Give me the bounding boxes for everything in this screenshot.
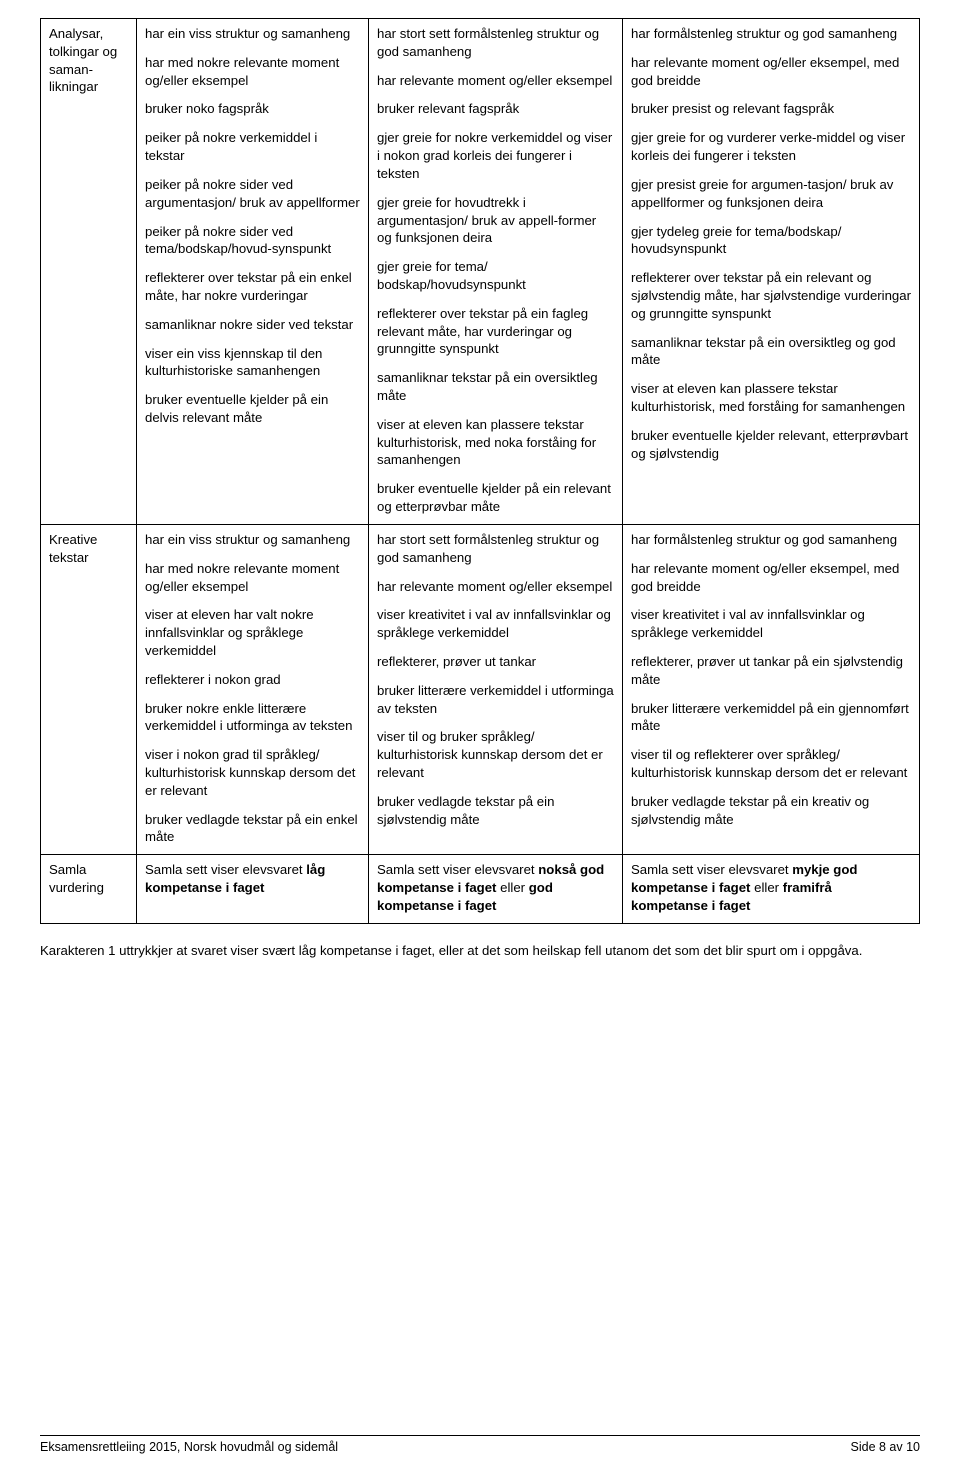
criterion-text: har med nokre relevante moment og/eller … [145,54,360,90]
criterion-text: har stort sett formålstenleg struktur og… [377,531,614,567]
plain-text: eller [496,880,528,895]
footer-left: Eksamensrettleiing 2015, Norsk hovudmål … [40,1440,338,1454]
plain-text: Samla sett viser elevsvaret [145,862,306,877]
criterion-text: har relevante moment og/eller eksempel [377,72,614,90]
rubric-cell: har stort sett formålstenleg struktur og… [369,19,623,525]
rubric-cell: har ein viss struktur og samanheng har me… [137,19,369,525]
criterion-text: viser til og reflekterer over språkleg/ … [631,746,911,782]
criterion-text: samanliknar tekstar på ein oversiktleg o… [631,334,911,370]
criterion-text: har relevante moment og/eller eksempel [377,578,614,596]
criterion-text: Samla sett viser elevsvaret nokså god ko… [377,861,614,914]
criterion-text: reflekterer over tekstar på ein enkel må… [145,269,360,305]
criterion-text: Samla sett viser elevsvaret låg kompetan… [145,861,360,897]
criterion-text: har med nokre relevante moment og/eller … [145,560,360,596]
footer-right: Side 8 av 10 [851,1440,921,1454]
criterion-text: bruker presist og relevant fagspråk [631,100,911,118]
criterion-text: gjer greie for og vurderer verke-middel … [631,129,911,165]
criterion-text: bruker litterære verkemiddel på ein gjen… [631,700,911,736]
criterion-text: peiker på nokre sider ved argumentasjon/… [145,176,360,212]
criterion-text: reflekterer i nokon grad [145,671,360,689]
criterion-text: peiker på nokre sider ved tema/bodskap/h… [145,223,360,259]
criterion-text: bruker litterære verkemiddel i utforming… [377,682,614,718]
criterion-text: reflekterer over tekstar på ein relevant… [631,269,911,322]
criterion-text: har ein viss struktur og samanheng [145,25,360,43]
criterion-text: bruker noko fagspråk [145,100,360,118]
criterion-text: har stort sett formålstenleg struktur og… [377,25,614,61]
criterion-text: peiker på nokre verkemiddel i tekstar [145,129,360,165]
criterion-text: gjer presist greie for argumen-tasjon/ b… [631,176,911,212]
page-footer: Eksamensrettleiing 2015, Norsk hovudmål … [40,1435,920,1454]
criterion-text: bruker eventuelle kjelder relevant, ette… [631,427,911,463]
criterion-text: viser ein viss kjennskap til den kulturh… [145,345,360,381]
rubric-cell: har formålstenleg struktur og god samanh… [623,524,920,854]
rubric-cell: Samla sett viser elevsvaret nokså god ko… [369,855,623,923]
criterion-text: har formålstenleg struktur og god samanh… [631,531,911,549]
criterion-text: bruker vedlagde tekstar på ein sjølvsten… [377,793,614,829]
criterion-text: bruker relevant fagspråk [377,100,614,118]
page: Analysar, tolkingar og saman-likningarha… [0,0,960,1476]
criterion-text: reflekterer, prøver ut tankar [377,653,614,671]
criterion-text: reflekterer, prøver ut tankar på ein sjø… [631,653,911,689]
rubric-cell: Samla sett viser elevsvaret låg kompetan… [137,855,369,923]
criterion-text: bruker vedlagde tekstar på ein kreativ o… [631,793,911,829]
rubric-cell: Samla sett viser elevsvaret mykje god ko… [623,855,920,923]
rubric-cell: har stort sett formålstenleg struktur og… [369,524,623,854]
criterion-text: reflekterer over tekstar på ein fagleg r… [377,305,614,358]
criterion-text: har formålstenleg struktur og god samanh… [631,25,911,43]
criterion-text: gjer greie for nokre verkemiddel og vise… [377,129,614,182]
row-label: Samla vurdering [41,855,137,923]
criterion-text: bruker vedlagde tekstar på ein enkel måt… [145,811,360,847]
criterion-text: viser til og bruker språkleg/ kulturhist… [377,728,614,781]
criterion-text: viser at eleven kan plassere tekstar kul… [631,380,911,416]
criterion-text: samanliknar tekstar på ein oversiktleg m… [377,369,614,405]
criterion-text: har relevante moment og/eller eksempel, … [631,560,911,596]
criterion-text: viser i nokon grad til språkleg/ kulturh… [145,746,360,799]
row-label: Kreative tekstar [41,524,137,854]
criterion-text: bruker eventuelle kjelder på ein relevan… [377,480,614,516]
criterion-text: bruker eventuelle kjelder på ein delvis … [145,391,360,427]
footnote-text: Karakteren 1 uttrykkjer at svaret viser … [40,942,920,960]
rubric-cell: har formålstenleg struktur og god samanh… [623,19,920,525]
criterion-text: Samla sett viser elevsvaret mykje god ko… [631,861,911,914]
criterion-text: samanliknar nokre sider ved tekstar [145,316,360,334]
criterion-text: har ein viss struktur og samanheng [145,531,360,549]
plain-text: eller [750,880,782,895]
criterion-text: bruker nokre enkle litterære verkemiddel… [145,700,360,736]
criterion-text: gjer greie for tema/ bodskap/hovudsynspu… [377,258,614,294]
row-label: Analysar, tolkingar og saman-likningar [41,19,137,525]
criterion-text: viser kreativitet i val av innfallsvinkl… [631,606,911,642]
criterion-text: viser kreativitet i val av innfallsvinkl… [377,606,614,642]
plain-text: Samla sett viser elevsvaret [377,862,538,877]
rubric-cell: har ein viss struktur og samanheng har me… [137,524,369,854]
rubric-table: Analysar, tolkingar og saman-likningarha… [40,18,920,924]
criterion-text: har relevante moment og/eller eksempel, … [631,54,911,90]
criterion-text: gjer greie for hovudtrekk i argumentasjo… [377,194,614,247]
criterion-text: viser at eleven har valt nokre innfallsv… [145,606,360,659]
criterion-text: viser at eleven kan plassere tekstar kul… [377,416,614,469]
plain-text: Samla sett viser elevsvaret [631,862,792,877]
criterion-text: gjer tydeleg greie for tema/bodskap/ hov… [631,223,911,259]
